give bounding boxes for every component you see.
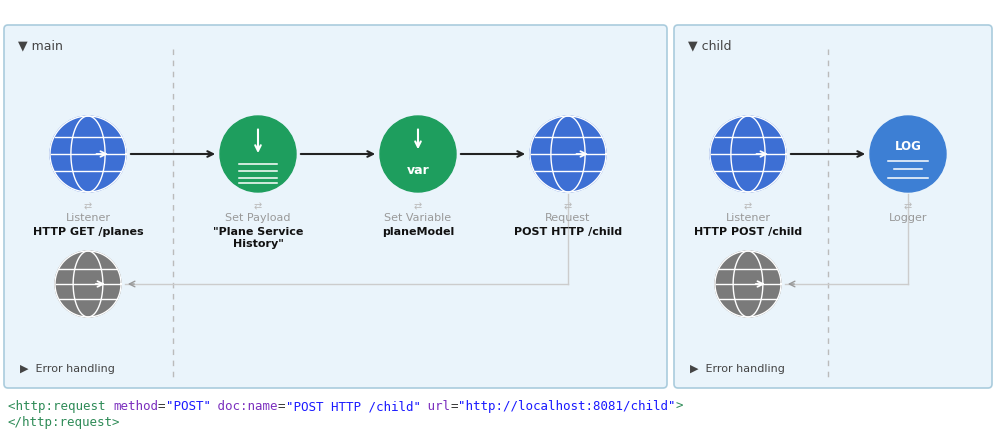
- Text: ⇄: ⇄: [414, 200, 422, 211]
- Text: Set Payload: Set Payload: [225, 212, 291, 222]
- Text: var: var: [407, 164, 429, 177]
- Text: ▶  Error handling: ▶ Error handling: [20, 363, 115, 373]
- Circle shape: [870, 117, 946, 193]
- Text: =: =: [278, 399, 286, 412]
- Text: planeModel: planeModel: [382, 227, 454, 237]
- Circle shape: [380, 117, 456, 193]
- Text: ⇄: ⇄: [84, 200, 92, 211]
- Circle shape: [715, 252, 781, 317]
- Text: =: =: [158, 399, 166, 412]
- Circle shape: [220, 117, 296, 193]
- Text: method: method: [113, 399, 158, 412]
- Text: url: url: [420, 399, 450, 412]
- Text: Logger: Logger: [889, 212, 927, 222]
- Text: ⇄: ⇄: [904, 200, 912, 211]
- Text: HTTP POST /child: HTTP POST /child: [694, 227, 802, 237]
- Text: ▼ child: ▼ child: [688, 40, 732, 52]
- Circle shape: [55, 252, 121, 317]
- Text: HTTP GET /planes: HTTP GET /planes: [33, 227, 143, 237]
- FancyBboxPatch shape: [674, 26, 992, 388]
- Text: doc:name: doc:name: [210, 399, 278, 412]
- Text: </http:request>: </http:request>: [8, 415, 120, 428]
- Text: "POST": "POST": [166, 399, 210, 412]
- Text: Request: Request: [545, 212, 591, 222]
- Text: "POST HTTP /child": "POST HTTP /child": [286, 399, 420, 412]
- Text: Set Variable: Set Variable: [384, 212, 452, 222]
- FancyBboxPatch shape: [4, 26, 667, 388]
- Text: ▶  Error handling: ▶ Error handling: [690, 363, 785, 373]
- Text: POST HTTP /child: POST HTTP /child: [514, 227, 622, 237]
- Text: ▼ main: ▼ main: [18, 40, 63, 52]
- Text: LOG: LOG: [895, 140, 921, 153]
- Text: =: =: [450, 399, 458, 412]
- Text: "Plane Service
History": "Plane Service History": [213, 227, 303, 248]
- Circle shape: [50, 117, 126, 193]
- Text: >: >: [676, 399, 683, 412]
- Text: Listener: Listener: [66, 212, 110, 222]
- Text: <http:request: <http:request: [8, 399, 113, 412]
- Text: Listener: Listener: [726, 212, 770, 222]
- Text: ⇄: ⇄: [254, 200, 262, 211]
- Text: ⇄: ⇄: [564, 200, 572, 211]
- Text: ⇄: ⇄: [744, 200, 752, 211]
- Circle shape: [710, 117, 786, 193]
- Circle shape: [530, 117, 606, 193]
- Text: "http://localhost:8081/child": "http://localhost:8081/child": [458, 399, 676, 412]
